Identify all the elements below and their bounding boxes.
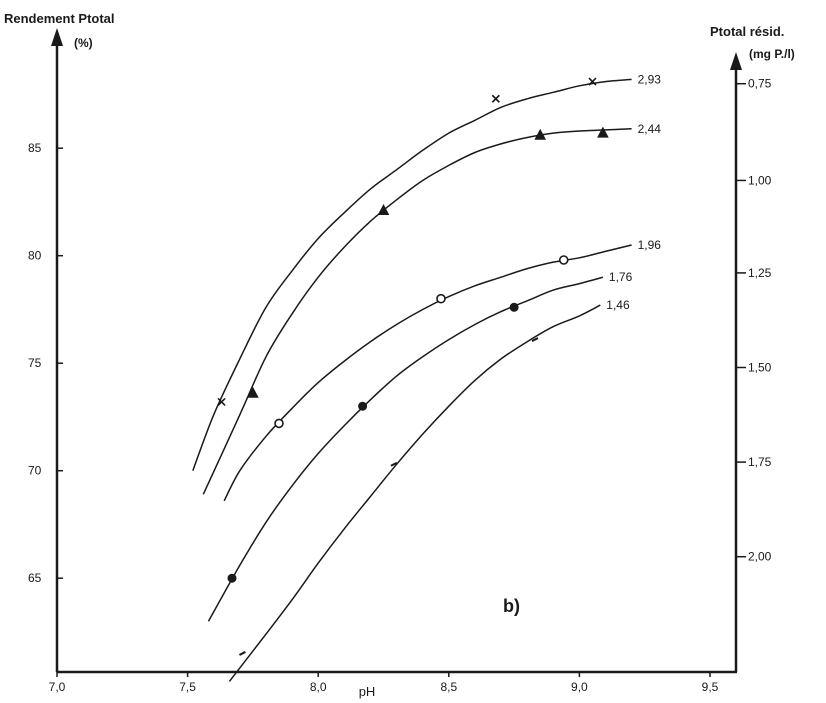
series-line-1-96 — [223, 244, 632, 502]
x-tick-label: 7,0 — [49, 680, 66, 694]
marker-tick-1-46 — [531, 337, 539, 342]
marker-triangle-2-44 — [377, 203, 390, 216]
x-ticks: 7,0 7,5 8,0 8,5 9,0 9,5 — [49, 672, 719, 694]
left-axis-title: Rendement Ptotal — [4, 11, 115, 26]
marker-dot-1-76 — [509, 302, 519, 312]
series-label-1-96: 1,96 — [638, 238, 662, 252]
marker-tick-1-46 — [239, 651, 246, 656]
x-tick-label: 9,5 — [702, 680, 719, 694]
x-tick-label: 8,5 — [440, 680, 457, 694]
panel-label: b) — [503, 596, 520, 616]
series-line-1-76 — [207, 276, 604, 622]
right-tick-label: 1,25 — [748, 266, 772, 280]
series-line-1-46 — [228, 304, 601, 682]
marker-circle-1-96 — [436, 293, 446, 304]
right-y-ticks: 0,75 1,00 1,25 1,50 1,75 2,00 — [736, 77, 772, 564]
series-label-1-46: 1,46 — [606, 298, 630, 312]
right-tick-label: 1,75 — [748, 455, 772, 469]
left-tick-label: 85 — [28, 141, 42, 155]
series-line-2-93 — [192, 78, 632, 471]
marker-triangle-2-44 — [597, 126, 609, 138]
right-tick-label: 0,75 — [748, 77, 772, 91]
x-tick-label: 9,0 — [571, 680, 588, 694]
x-tick-label: 8,0 — [310, 680, 327, 694]
x-tick-label: 7,5 — [179, 680, 196, 694]
marker-x-2-93 — [217, 397, 226, 406]
marker-circle-1-96 — [274, 418, 284, 429]
marker-dot-1-76 — [358, 401, 368, 411]
marker-x-2-93 — [588, 77, 597, 86]
series-label-1-76: 1,76 — [609, 270, 633, 284]
marker-triangle-2-44 — [247, 386, 259, 398]
marker-triangle-2-44 — [534, 128, 547, 140]
right-tick-label: 1,00 — [748, 173, 772, 187]
marker-circle-1-96 — [558, 255, 569, 265]
marker-tick-1-46 — [390, 461, 398, 467]
series-line-2-44 — [202, 128, 632, 495]
right-axis-title: Ptotal résid. — [710, 24, 785, 39]
series-labels: 2,93 2,44 1,96 1,76 1,46 — [606, 72, 661, 312]
right-tick-label: 2,00 — [748, 550, 772, 564]
series-label-2-93: 2,93 — [638, 72, 662, 86]
left-axis-arrow — [51, 28, 63, 46]
left-tick-label: 65 — [28, 571, 42, 585]
left-tick-label: 70 — [28, 464, 42, 478]
right-axis-arrow — [730, 52, 742, 70]
left-axis-unit: (%) — [74, 36, 93, 50]
left-axis — [51, 28, 63, 672]
series-label-2-44: 2,44 — [638, 122, 662, 136]
right-tick-label: 1,50 — [748, 361, 772, 375]
series-markers — [217, 77, 609, 656]
right-axis-unit: (mg P./l) — [749, 47, 795, 61]
right-axis — [730, 52, 742, 672]
marker-x-2-93 — [491, 94, 500, 103]
left-tick-label: 80 — [28, 249, 42, 263]
series-curves — [192, 78, 632, 682]
marker-dot-1-76 — [227, 573, 237, 583]
x-axis-label: pH — [359, 684, 376, 699]
left-y-ticks: 65 70 75 80 85 — [28, 141, 63, 585]
left-tick-label: 75 — [28, 356, 42, 370]
